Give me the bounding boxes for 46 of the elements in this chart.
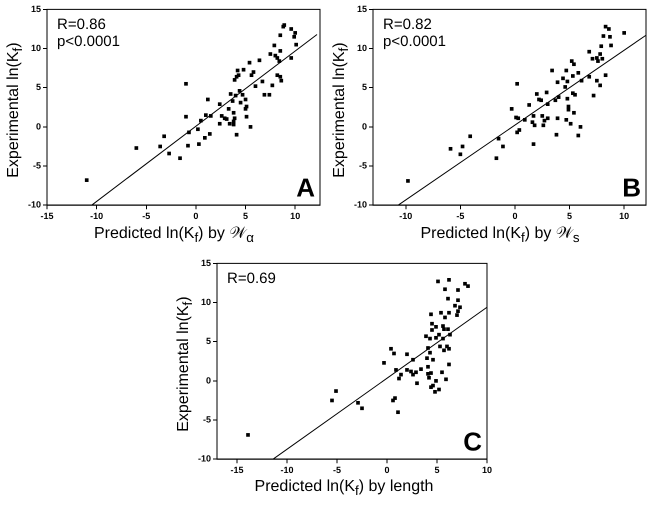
y-tick-label: -5 — [202, 414, 212, 425]
x-tick-label: 0 — [384, 465, 390, 476]
annotation: R=0.86 — [57, 16, 106, 34]
y-tick-label: 10 — [30, 43, 42, 54]
y-tick-label: 5 — [36, 82, 42, 92]
x-tick-label: 5 — [243, 211, 248, 222]
x-tick-label: 5 — [567, 211, 572, 222]
annotation: p<0.0001 — [383, 33, 446, 50]
y-tick-label: 15 — [356, 4, 368, 14]
x-tick-label: 5 — [434, 465, 440, 476]
x-tick-label: -10 — [399, 211, 412, 222]
y-tick-label: 5 — [362, 82, 368, 92]
x-tick-label: 10 — [290, 211, 300, 222]
x-tick-label: -15 — [40, 211, 54, 222]
y-tick-label: -10 — [28, 200, 42, 210]
annotation: R=0.82 — [383, 16, 432, 34]
x-tick-label: 0 — [512, 211, 518, 222]
x-tick-label: -10 — [90, 211, 104, 222]
y-tick-label: 15 — [200, 258, 212, 268]
x-axis-title: Predicted ln(K$_{f}$) by 𝒲$_{s}$ — [420, 224, 580, 246]
x-tick-label: 10 — [619, 211, 630, 222]
annotation: A — [296, 172, 316, 202]
x-axis-title: Predicted ln(K$_{f}$) by 𝒲$_{α}$ — [92, 224, 256, 246]
x-tick-label: -5 — [332, 465, 342, 476]
x-tick-label: -10 — [280, 465, 294, 476]
annotation: p<0.0001 — [57, 33, 120, 50]
y-tick-label: -5 — [358, 160, 368, 171]
y-tick-label: 0 — [206, 375, 212, 386]
x-tick-label: 10 — [482, 465, 492, 476]
x-tick-label: -5 — [142, 211, 150, 222]
y-tick-label: 10 — [200, 297, 212, 308]
x-tick-label: -15 — [230, 465, 244, 476]
y-tick-label: 5 — [206, 336, 212, 346]
y-tick-label: -10 — [198, 454, 212, 464]
y-tick-label: 0 — [36, 121, 42, 132]
y-tick-label: 0 — [362, 121, 368, 132]
y-tick-label: 15 — [30, 4, 42, 14]
y-tick-label: -5 — [32, 160, 42, 171]
annotation: R=0.69 — [227, 270, 276, 288]
annotation: C — [463, 426, 482, 456]
annotation: B — [622, 172, 641, 202]
x-tick-label: 0 — [193, 211, 198, 222]
x-tick-label: -5 — [456, 211, 464, 222]
y-tick-label: 10 — [356, 43, 368, 54]
y-tick-label: -10 — [354, 200, 368, 210]
x-axis-title: Predicted ln(K$_{f}$) by length — [254, 478, 434, 498]
